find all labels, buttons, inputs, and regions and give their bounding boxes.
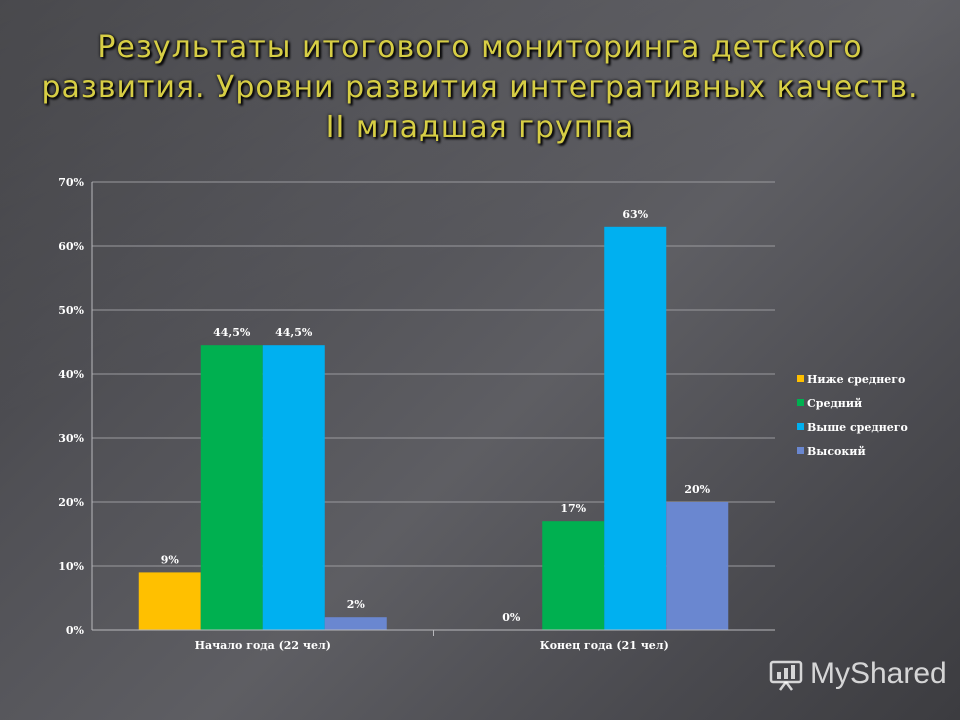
- y-tick-label: 30%: [58, 432, 84, 445]
- x-axis: Начало года (22 чел) Конец года (21 чел): [92, 629, 775, 652]
- data-label: 17%: [560, 502, 586, 515]
- y-tick-label: 70%: [58, 176, 84, 189]
- legend-swatch: [797, 447, 804, 454]
- bar-0-0: [138, 572, 201, 630]
- y-tick-label: 20%: [58, 496, 84, 509]
- y-tick-label: 10%: [58, 560, 84, 573]
- title-line-3: II младшая группа: [325, 110, 635, 145]
- title-line-1: Результаты итогового мониторинга детског…: [97, 30, 863, 65]
- y-axis: 0% 10% 20% 30% 40% 50% 60% 70%: [58, 176, 93, 637]
- bar-1-2: [604, 226, 667, 631]
- legend-swatch: [797, 399, 804, 406]
- legend-entry: Ниже среднего: [807, 373, 905, 386]
- data-label: 63%: [622, 208, 648, 221]
- data-label: 0%: [502, 611, 521, 624]
- y-tick-label: 0%: [66, 624, 85, 637]
- title-line-2: развития. Уровни развития интегративных …: [41, 70, 919, 105]
- data-label: 9%: [161, 553, 180, 566]
- y-tick-label: 50%: [58, 304, 84, 317]
- legend-swatch: [797, 423, 804, 430]
- y-tick-label: 40%: [58, 368, 84, 381]
- bars: 9% 44,5% 44,5% 2% 0% 17% 63% 20%: [138, 208, 729, 631]
- legend-entry: Высокий: [807, 445, 866, 458]
- x-tick-label: Начало года (22 чел): [195, 639, 331, 652]
- legend: Ниже среднего Средний Выше среднего Высокий: [797, 373, 908, 458]
- slide-title: Результаты итогового мониторинга детског…: [40, 28, 920, 148]
- legend-entry: Средний: [807, 397, 862, 410]
- bar-0-3: [324, 617, 387, 630]
- data-label: 44,5%: [213, 326, 251, 339]
- presentation-board-icon: [769, 660, 803, 691]
- data-label: 44,5%: [275, 326, 313, 339]
- y-tick-label: 60%: [58, 240, 84, 253]
- data-label: 2%: [347, 598, 366, 611]
- bar-1-3: [666, 502, 729, 630]
- bar-0-2: [262, 345, 325, 630]
- legend-entry: Выше среднего: [807, 421, 908, 434]
- bar-0-1: [200, 345, 263, 630]
- legend-swatch: [797, 375, 804, 382]
- data-label: 20%: [684, 483, 710, 496]
- watermark-text: MyShared: [810, 657, 947, 690]
- bar-1-1: [542, 521, 605, 630]
- watermark: MyShared: [768, 654, 947, 694]
- x-tick-label: Конец года (21 чел): [540, 639, 669, 652]
